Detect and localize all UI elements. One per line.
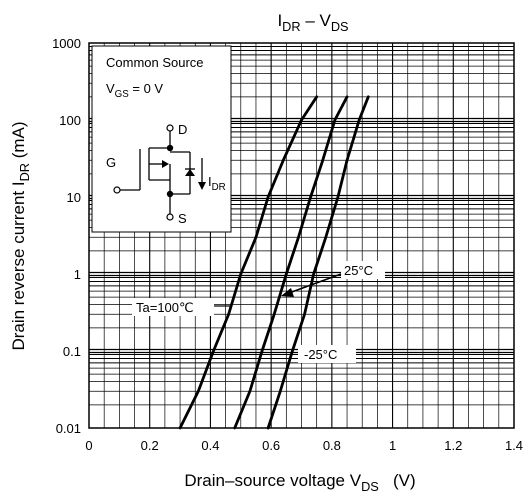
- series-labels: Ta=100℃ 25°C -25°C: [132, 261, 385, 363]
- x-tick-label: 1: [389, 438, 396, 453]
- pointer-arrowhead-icon: [281, 288, 294, 297]
- condition-common-source: Common Source: [106, 55, 204, 70]
- series-line-2: [266, 95, 370, 430]
- drain-junction-icon: [166, 144, 174, 152]
- x-tick-label: 1.2: [444, 438, 462, 453]
- gate-label: G: [106, 155, 116, 170]
- gate-arrow-icon: [162, 160, 169, 168]
- gate-terminal-icon: [113, 186, 121, 194]
- y-tick-label: 0.01: [56, 421, 81, 436]
- y-tick-label: 1000: [52, 36, 81, 51]
- drain-terminal-icon: [166, 124, 174, 132]
- label-ta100: Ta=100℃: [132, 298, 214, 316]
- series-label-25c: 25°C: [344, 263, 373, 278]
- x-tick-label: 0.6: [262, 438, 280, 453]
- source-label: S: [178, 211, 187, 226]
- series-label-ta100: Ta=100℃: [136, 300, 194, 315]
- current-label: IDR: [208, 174, 226, 193]
- y-tick-label: 100: [59, 113, 81, 128]
- x-tick-labels: 0 0.2 0.4 0.6 0.8 1 1.2 1.4: [85, 438, 523, 453]
- drain-label: D: [178, 122, 187, 137]
- x-axis-label: Drain–source voltage VDS (V): [184, 471, 415, 494]
- source-junction-icon: [166, 190, 174, 198]
- series-label-minus25c: -25°C: [304, 347, 337, 362]
- y-tick-label: 1: [74, 267, 81, 282]
- x-tick-label: 0.2: [141, 438, 159, 453]
- y-axis-label: Drain reverse current IDR (mA): [9, 121, 32, 350]
- series-line-1: [233, 95, 349, 430]
- title: IDR – VDS: [277, 11, 348, 34]
- x-tick-label: 1.4: [505, 438, 523, 453]
- source-terminal-icon: [166, 213, 174, 221]
- y-tick-label: 10: [67, 190, 81, 205]
- series-layer: [178, 95, 370, 430]
- current-arrow-icon: [198, 182, 206, 190]
- label-minus25c: -25°C: [298, 345, 356, 363]
- series-line-0: [178, 95, 319, 430]
- label-25c: 25°C: [341, 261, 385, 279]
- x-tick-label: 0.4: [201, 438, 219, 453]
- y-tick-labels: 0.01 0.1 1 10 100 1000: [52, 36, 81, 436]
- condition-vgs: VGS = 0 V: [106, 81, 163, 100]
- plot-frame: [88, 42, 515, 429]
- chart-title: IDR – VDS: [277, 11, 348, 34]
- x-tick-label: 0.8: [323, 438, 341, 453]
- label-pointer-25c: [288, 273, 342, 294]
- x-tick-label: 0: [85, 438, 92, 453]
- y-tick-label: 0.1: [63, 344, 81, 359]
- conditions-box: Common Source VGS = 0 V D: [91, 45, 232, 233]
- diode-icon: [185, 169, 195, 176]
